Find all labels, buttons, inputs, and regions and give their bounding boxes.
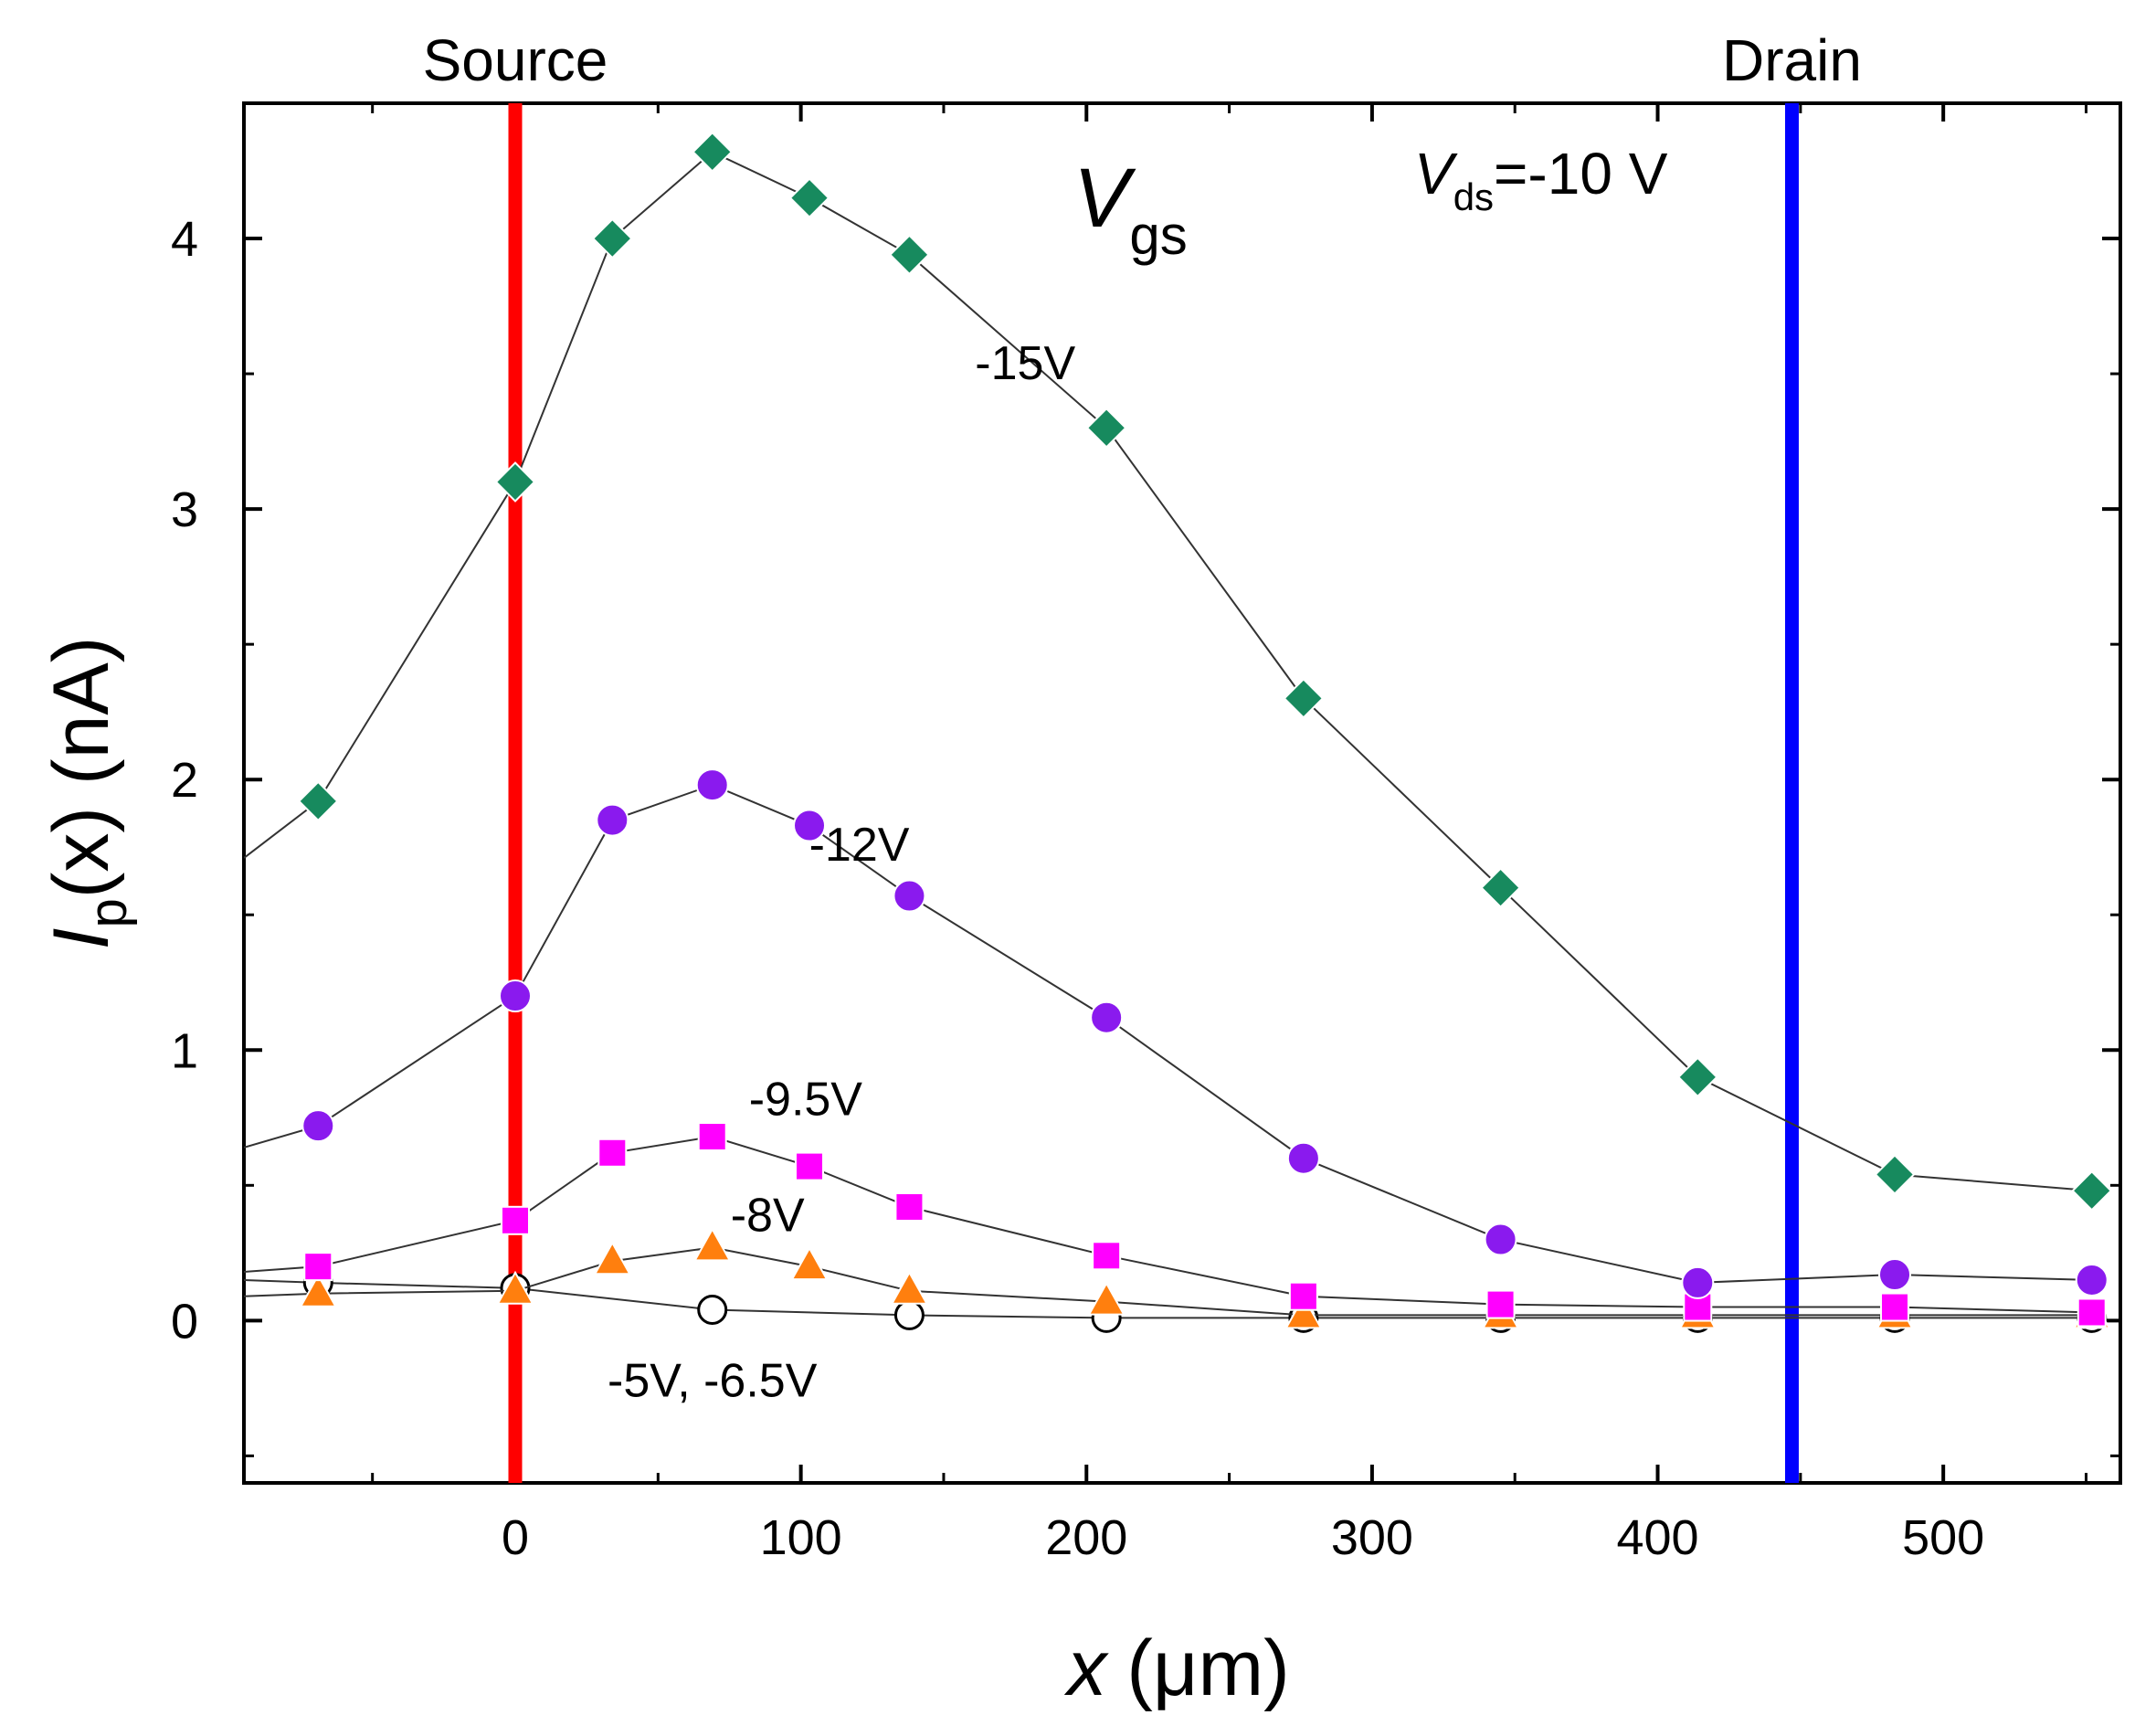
- series-layer: [244, 131, 2113, 1333]
- data-point-square: [597, 1138, 628, 1168]
- x-tick-label: 0: [502, 1510, 529, 1565]
- x-tick-label: 500: [1902, 1510, 1984, 1565]
- data-point-circle: [1484, 1223, 1517, 1256]
- data-point-triangle: [890, 1270, 929, 1305]
- series-circle: [244, 768, 2108, 1299]
- series-label: -15V: [975, 337, 1075, 390]
- data-point-diamond: [494, 461, 536, 503]
- data-point-diamond: [889, 234, 930, 276]
- data-point-square: [303, 1252, 333, 1282]
- axis-ticks: 0 100 200 300 400 500 0 1 2 3 4: [171, 101, 2120, 1565]
- y-axis-title-sub: p: [79, 898, 138, 927]
- data-point-square: [894, 1192, 925, 1222]
- y-tick-label: 1: [171, 1023, 198, 1078]
- y-tick-label: 4: [171, 212, 198, 267]
- data-point-circle: [1878, 1258, 1912, 1292]
- data-point-square: [697, 1122, 727, 1152]
- data-point-triangle: [496, 1270, 534, 1305]
- data-point-square: [501, 1205, 531, 1235]
- data-point-diamond: [1480, 867, 1522, 909]
- drain-label: Drain: [1722, 27, 1862, 93]
- data-point-triangle: [790, 1246, 829, 1281]
- series-label: -5V, -6.5V: [608, 1354, 818, 1407]
- y-tick-label: 0: [171, 1294, 198, 1349]
- data-point-diamond: [2071, 1170, 2113, 1212]
- data-point-circle: [1681, 1265, 1715, 1299]
- data-point-diamond: [692, 131, 734, 173]
- data-point-square: [2077, 1297, 2107, 1328]
- series-diamond: [244, 131, 2113, 1212]
- series-square: [244, 1122, 2107, 1328]
- data-point-circle: [596, 803, 629, 837]
- vgs-sub: gs: [1129, 205, 1187, 266]
- series-label: -8V: [731, 1190, 805, 1243]
- vds-value: =-10 V: [1494, 141, 1668, 206]
- x-tick-label: 100: [760, 1510, 842, 1565]
- data-point-circle: [1286, 1141, 1320, 1175]
- vertical-markers: Source Drain: [423, 27, 1862, 1483]
- data-point-triangle: [1087, 1281, 1126, 1316]
- data-point-circle: [499, 979, 533, 1013]
- data-point-square: [1485, 1289, 1516, 1319]
- data-point-diamond: [1283, 677, 1325, 719]
- data-point-circle: [695, 768, 729, 802]
- data-point-diamond: [1085, 407, 1127, 449]
- data-point-circle: [301, 1109, 335, 1143]
- y-axis-title-rest: (x) (nA): [37, 637, 125, 899]
- vgs-annotation: Vgs: [1073, 152, 1188, 266]
- x-tick-label: 200: [1045, 1510, 1127, 1565]
- x-tick-label: 400: [1616, 1510, 1698, 1565]
- data-point-diamond: [591, 217, 633, 259]
- data-point-diamond: [297, 780, 339, 822]
- data-point-diamond: [1874, 1154, 1916, 1195]
- data-point-triangle: [1284, 1295, 1323, 1329]
- data-point-open-circle: [893, 1299, 925, 1330]
- data-point-diamond: [1676, 1056, 1718, 1098]
- vds-sub: ds: [1453, 175, 1494, 218]
- y-axis-title-var: I: [37, 928, 125, 950]
- data-point-diamond: [788, 177, 830, 219]
- data-point-square: [795, 1151, 825, 1181]
- x-axis-title: x (μm): [1063, 1625, 1289, 1712]
- series-label: -9.5V: [749, 1073, 863, 1126]
- vgs-main: V: [1073, 152, 1136, 245]
- vds-annotation: Vds=-10 V: [1414, 141, 1668, 218]
- y-tick-label: 2: [171, 753, 198, 808]
- vds-main: V: [1414, 141, 1458, 206]
- data-point-circle: [1090, 1000, 1124, 1034]
- x-axis-title-var: x: [1063, 1625, 1109, 1712]
- series-label: -12V: [809, 819, 910, 872]
- label-layer: -15V -12V -9.5V -8V -5V, -6.5V: [608, 337, 1075, 1407]
- data-point-square: [1880, 1292, 1910, 1322]
- data-point-open-circle: [697, 1295, 728, 1326]
- data-point-square: [1092, 1241, 1122, 1271]
- data-point-triangle: [593, 1241, 632, 1276]
- data-point-circle: [893, 879, 926, 913]
- plot-area: [242, 101, 2122, 1485]
- y-axis-title: Ip(x) (nA): [37, 637, 138, 950]
- x-axis-title-unit: (μm): [1126, 1625, 1289, 1712]
- source-label: Source: [423, 27, 608, 93]
- data-point-circle: [793, 809, 827, 842]
- x-tick-label: 300: [1331, 1510, 1413, 1565]
- data-point-circle: [2075, 1263, 2108, 1297]
- data-point-triangle: [299, 1273, 337, 1307]
- y-tick-label: 3: [171, 482, 198, 537]
- data-point-triangle: [693, 1227, 732, 1262]
- data-point-square: [1288, 1281, 1318, 1311]
